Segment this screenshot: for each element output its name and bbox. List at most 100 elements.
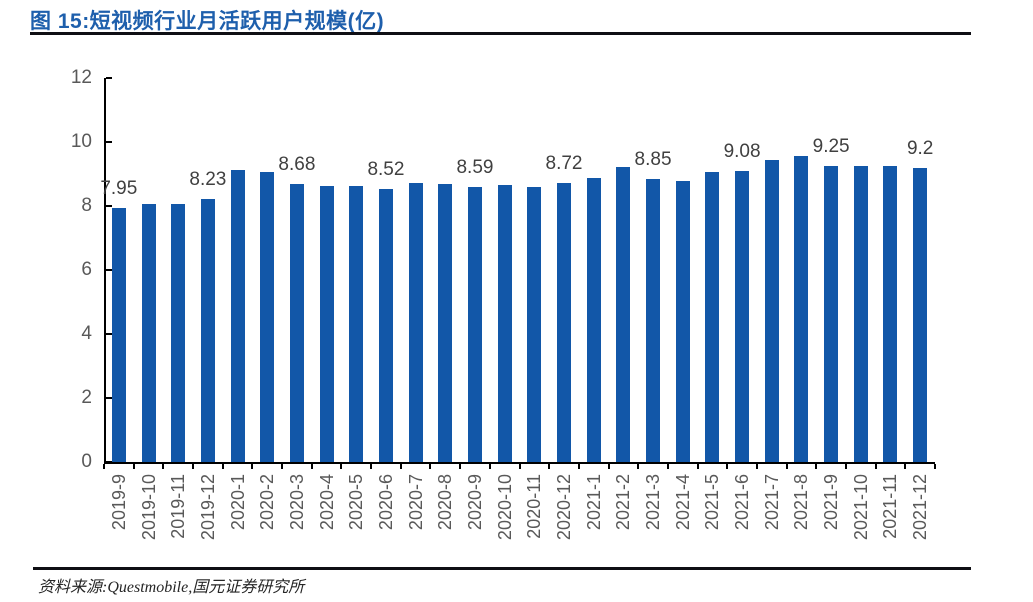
- x-axis-label: 2019-11: [168, 474, 189, 539]
- x-axis-tick: [459, 464, 462, 469]
- x-axis-tick: [548, 464, 551, 469]
- x-axis-tick: [370, 464, 373, 469]
- bar: [794, 156, 809, 462]
- x-axis-tick: [696, 464, 699, 469]
- bar: [586, 178, 601, 462]
- x-axis-tick: [251, 464, 254, 469]
- x-axis-tick: [904, 464, 907, 469]
- x-axis-label: 2020-2: [257, 474, 278, 531]
- x-axis-tick: [429, 464, 432, 469]
- bar: [319, 186, 334, 462]
- x-axis-tick: [844, 464, 847, 469]
- x-axis-label: 2019-9: [108, 474, 129, 531]
- x-axis-label: 2020-11: [524, 474, 545, 539]
- x-axis-label: 2021-8: [791, 474, 812, 531]
- x-axis-label: 2020-3: [286, 474, 307, 531]
- y-axis-label: 2: [81, 387, 92, 408]
- bar: [260, 172, 275, 462]
- bar: [824, 166, 839, 462]
- x-axis-label: 2021-2: [613, 474, 634, 531]
- x-axis-label: 2021-4: [672, 474, 693, 531]
- x-axis-label: 2019-12: [197, 474, 218, 541]
- bar: [141, 204, 156, 462]
- y-axis-label: 8: [81, 195, 92, 216]
- x-axis-label: 2020-12: [554, 474, 575, 541]
- x-axis-label: 2021-6: [732, 474, 753, 531]
- data-label: 8.85: [634, 148, 672, 170]
- y-axis-tick: [106, 205, 112, 207]
- bar: [171, 203, 186, 462]
- x-axis-tick: [666, 464, 669, 469]
- x-axis-label: 2021-9: [821, 474, 842, 531]
- bar: [853, 165, 868, 462]
- x-axis-tick: [162, 464, 165, 469]
- bar: [646, 178, 661, 462]
- y-axis-label: 6: [81, 259, 92, 280]
- y-axis-tick: [106, 461, 112, 463]
- data-label: 8.72: [545, 152, 583, 174]
- x-axis-tick: [518, 464, 521, 469]
- y-axis-label: 0: [81, 451, 92, 472]
- x-axis-line: [104, 462, 935, 464]
- data-label: 8.59: [456, 157, 494, 179]
- x-axis-label: 2020-9: [464, 474, 485, 531]
- bar: [467, 187, 482, 462]
- x-axis-label: 2021-10: [850, 474, 871, 541]
- data-label: 8.68: [278, 154, 316, 176]
- bar: [527, 186, 542, 462]
- bar: [557, 182, 572, 462]
- x-axis-tick: [103, 464, 105, 469]
- data-label: 8.52: [367, 159, 405, 181]
- y-axis-tick: [106, 77, 112, 79]
- x-axis-label: 2020-8: [435, 474, 456, 531]
- x-axis-tick: [577, 464, 580, 469]
- bar: [408, 183, 423, 462]
- data-label: 8.23: [189, 168, 227, 190]
- bar: [735, 171, 750, 462]
- footer-divider: [33, 567, 971, 570]
- x-axis-label: 2021-11: [880, 474, 901, 539]
- bar: [378, 189, 393, 462]
- bar: [111, 207, 126, 462]
- x-axis-tick: [192, 464, 195, 469]
- x-axis-label: 2020-7: [405, 474, 426, 531]
- bar: [200, 198, 215, 462]
- x-axis-tick: [637, 464, 640, 469]
- bar: [497, 184, 512, 462]
- source-note: 资料来源:Questmobile,国元证券研究所: [38, 579, 305, 596]
- x-axis-tick: [340, 464, 343, 469]
- x-axis-tick: [221, 464, 224, 469]
- x-axis-label: 2020-1: [227, 474, 248, 531]
- x-axis-label: 2021-1: [583, 474, 604, 531]
- figure-title: 图 15:短视频行业月活跃用户规模(亿): [30, 10, 385, 33]
- y-axis-tick: [106, 269, 112, 271]
- x-axis-label: 2021-5: [702, 474, 723, 531]
- y-axis-tick: [106, 397, 112, 399]
- bar: [883, 165, 898, 462]
- bar: [349, 185, 364, 462]
- x-axis-tick: [874, 464, 877, 469]
- x-axis-tick: [281, 464, 284, 469]
- x-axis-tick: [785, 464, 788, 469]
- data-label: 7.95: [100, 177, 138, 199]
- y-axis-label: 12: [70, 67, 92, 88]
- data-label: 9.08: [723, 141, 761, 163]
- x-axis-label: 2020-6: [375, 474, 396, 531]
- x-axis-label: 2020-5: [346, 474, 367, 531]
- x-axis-tick: [755, 464, 758, 469]
- x-axis-tick: [488, 464, 491, 469]
- bar: [675, 180, 690, 462]
- x-axis-label: 2021-12: [910, 474, 931, 541]
- bar: [913, 167, 928, 462]
- x-axis-tick: [934, 464, 936, 469]
- title-underline: [30, 32, 971, 35]
- bar: [616, 166, 631, 462]
- bar: [289, 184, 304, 462]
- y-axis-tick: [106, 333, 112, 335]
- x-axis-label: 2021-7: [761, 474, 782, 531]
- x-axis-tick: [132, 464, 135, 469]
- x-axis-tick: [815, 464, 818, 469]
- y-axis-label: 10: [70, 131, 92, 152]
- x-axis-label: 2020-4: [316, 474, 337, 531]
